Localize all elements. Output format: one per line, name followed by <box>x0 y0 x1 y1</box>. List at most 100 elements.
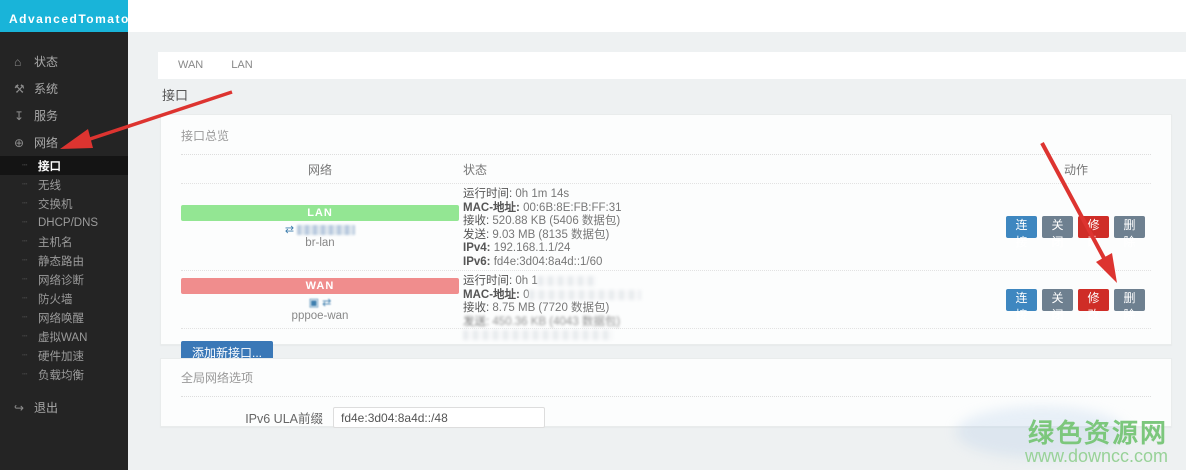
delete-button[interactable]: 删除 <box>1114 216 1145 249</box>
status-label: IPv6: <box>463 255 491 268</box>
brand-name: AdvancedTomato <box>9 12 130 26</box>
tab-wan[interactable]: WAN <box>178 59 204 71</box>
status-label: IPv4: <box>463 242 491 255</box>
watermark-background <box>956 406 1126 458</box>
sidebar-item-firewall[interactable]: ┄ 防火墙 <box>0 289 128 308</box>
tree-guide: ┄ <box>22 236 29 246</box>
modify-button[interactable]: 修改 <box>1078 288 1109 322</box>
sidebar: AdvancedTomato® ⌂ 状态 ⚒ 系统 ↧ 服务 ⊕ 网络 ┄ 接口 ┄ 无线 … <box>0 0 136 470</box>
status-value: 0h 1 <box>515 275 538 287</box>
lan-bar: LAN <box>181 205 459 221</box>
status-line: MAC-地址: 00:6B:8E:FB:FF:31 <box>463 202 1001 216</box>
sidebar-item-services[interactable]: ↧ 服务 <box>0 102 128 129</box>
sidebar-menu: ⌂ 状态 ⚒ 系统 ↧ 服务 ⊕ 网络 ┄ 接口 ┄ 无线 ┄ 交换机 ┄ DHCP/DNS ┄… <box>0 32 128 421</box>
sidebar-item-system[interactable]: ⚒ 系统 <box>0 75 128 102</box>
logout-icon: ↪ <box>14 400 25 415</box>
home-icon: ⌂ <box>14 54 22 69</box>
lan-interface-icons: ⇄ <box>181 223 459 236</box>
status-label: 接收: <box>463 302 490 315</box>
table-row-wan: WAN ▣ ⇄ pppoe-wan 运行时间: 0h 1 MAC-地址: 0 接… <box>181 270 1151 341</box>
card-title: 接口总览 <box>181 127 1151 155</box>
status-value: 450.36 KB (4043 数据包) <box>492 315 621 328</box>
sidebar-item-label: 交换机 <box>38 198 73 211</box>
close-button[interactable]: 关闭 <box>1042 288 1073 322</box>
connect-button[interactable]: 连接 <box>1006 288 1037 322</box>
device-name: pppoe-wan <box>291 309 349 322</box>
tree-guide: ┄ <box>22 293 29 303</box>
status-line: IPv4: 192.168.1.1/24 <box>463 242 1001 256</box>
tree-guide: ┄ <box>22 179 29 189</box>
delete-button[interactable]: 删除 <box>1114 288 1145 322</box>
column-action: 动作 <box>1063 162 1088 177</box>
tree-guide: ┄ <box>22 350 29 360</box>
sidebar-item-static-routes[interactable]: ┄ 静态路由 <box>0 251 128 270</box>
network-cell: WAN ▣ ⇄ pppoe-wan <box>181 275 459 324</box>
sidebar-item-label: 硬件加速 <box>38 350 84 363</box>
tree-guide: ┄ <box>22 331 29 341</box>
tools-icon: ⚒ <box>14 81 25 96</box>
globe-icon: ⊕ <box>14 135 25 150</box>
sidebar-item-label: 接口 <box>38 160 61 173</box>
sidebar-item-label: 服务 <box>34 109 59 123</box>
status-value: fd4e:3d04:8a4d::1/60 <box>493 255 603 268</box>
tree-guide: ┄ <box>22 274 29 284</box>
tab-lan[interactable]: LAN <box>231 59 253 71</box>
status-value: 192.168.1.1/24 <box>493 242 571 255</box>
tree-guide: ┄ <box>22 217 29 227</box>
status-line-smudged: 发送: 450.36 KB (4043 数据包) <box>463 316 1001 330</box>
tree-guide: ┄ <box>22 160 29 170</box>
status-value: 00:6B:8E:FB:FF:31 <box>523 201 622 214</box>
network-cell: LAN ⇄ br-lan <box>181 188 459 266</box>
top-bar <box>128 0 1186 32</box>
status-line: 接收: 520.88 KB (5406 数据包) <box>463 215 1001 229</box>
sidebar-item-label: 网络 <box>34 136 59 150</box>
status-value: 0 <box>523 288 530 301</box>
brand-logo: AdvancedTomato® <box>0 0 136 32</box>
sidebar-item-hostname[interactable]: ┄ 主机名 <box>0 232 128 251</box>
ula-prefix-label: IPv6 ULA前缀 <box>245 412 323 426</box>
ula-prefix-row: IPv6 ULA前缀 <box>181 407 1151 428</box>
tree-guide: ┄ <box>22 369 29 379</box>
status-value: 520.88 KB (5406 数据包) <box>492 215 621 228</box>
ppp-icon: ⇄ <box>322 296 332 309</box>
status-label: 发送: <box>463 315 490 328</box>
sidebar-item-network[interactable]: ⊕ 网络 <box>0 129 128 156</box>
status-cell: 运行时间: 0h 1m 14s MAC-地址: 00:6B:8E:FB:FF:3… <box>459 188 1001 268</box>
sidebar-item-wol[interactable]: ┄ 网络唤醒 <box>0 308 128 327</box>
sidebar-item-virtual-wan[interactable]: ┄ 虚拟WAN <box>0 327 128 346</box>
sidebar-item-diagnostics[interactable]: ┄ 网络诊断 <box>0 270 128 289</box>
device-name: br-lan <box>305 237 335 249</box>
ula-prefix-input[interactable] <box>333 407 545 428</box>
sidebar-item-wireless[interactable]: ┄ 无线 <box>0 175 128 194</box>
sidebar-item-hw-acceleration[interactable]: ┄ 硬件加速 <box>0 346 128 365</box>
sidebar-item-logout[interactable]: ↪ 退出 <box>0 394 128 421</box>
card-title: 全局网络选项 <box>181 369 1151 397</box>
status-label: 发送: <box>463 228 490 241</box>
sidebar-item-label: 防火墙 <box>38 293 73 306</box>
sidebar-item-dhcp-dns[interactable]: ┄ DHCP/DNS <box>0 213 128 232</box>
sidebar-item-switch[interactable]: ┄ 交换机 <box>0 194 128 213</box>
sidebar-item-status[interactable]: ⌂ 状态 <box>0 48 128 75</box>
status-line: 运行时间: 0h 1 <box>463 275 1001 289</box>
connect-button[interactable]: 连接 <box>1006 216 1037 249</box>
status-line: 发送: 9.03 MB (8135 数据包) <box>463 229 1001 243</box>
tree-guide: ┄ <box>22 255 29 265</box>
status-label: 运行时间: <box>463 188 513 200</box>
status-line: MAC-地址: 0 <box>463 289 1001 303</box>
status-line: IPv6: fd4e:3d04:8a4d::1/60 <box>463 256 1001 270</box>
modify-button[interactable]: 修改 <box>1078 216 1109 249</box>
status-cell: 运行时间: 0h 1 MAC-地址: 0 接收: 8.75 MB (7720 数… <box>459 275 1001 341</box>
wan-interface-icons: ▣ ⇄ <box>181 296 459 309</box>
sidebar-item-label: 状态 <box>34 55 59 69</box>
sidebar-item-load-balancing[interactable]: ┄ 负载均衡 <box>0 365 128 384</box>
sidebar-item-label: 虚拟WAN <box>38 331 88 344</box>
sidebar-item-interfaces[interactable]: ┄ 接口 <box>0 156 128 175</box>
tree-guide: ┄ <box>22 312 29 322</box>
close-button[interactable]: 关闭 <box>1042 216 1073 249</box>
table-header: 网络 状态 动作 <box>181 155 1151 183</box>
status-label: MAC-地址: <box>463 201 520 214</box>
column-network: 网络 <box>307 162 332 177</box>
sidebar-item-label: 系统 <box>34 82 59 96</box>
services-icon: ↧ <box>14 108 25 123</box>
registered-mark: ® <box>129 11 136 20</box>
